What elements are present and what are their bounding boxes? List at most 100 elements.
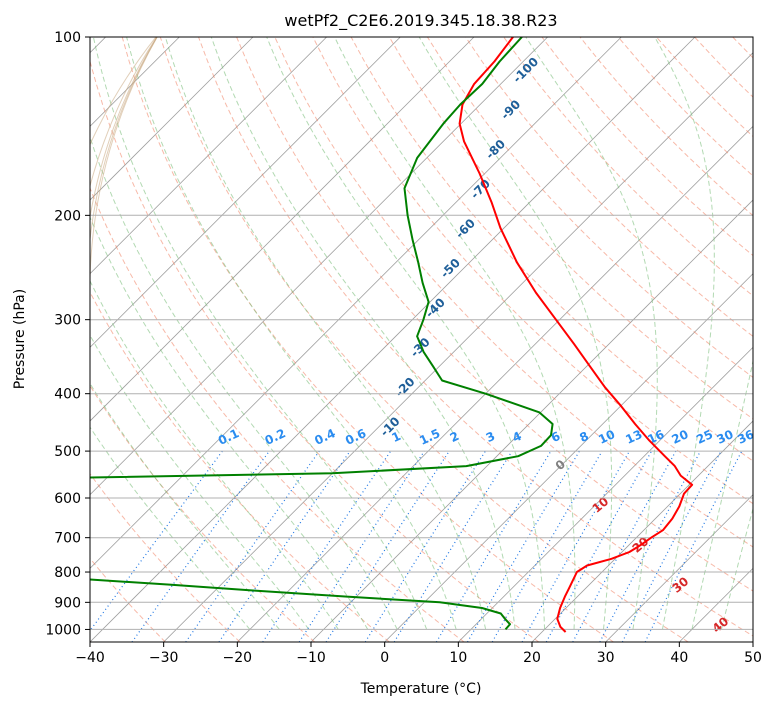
dry-adiabat-line: [656, 37, 753, 138]
isotherm-line: [310, 199, 753, 642]
mixing-ratio-label: 0.1: [216, 426, 241, 448]
isotherm-line: [531, 420, 753, 642]
dry-adiabat-line: [90, 472, 241, 642]
dry-adiabat-label: -100: [510, 55, 541, 86]
y-axis-label: Pressure (hPa): [12, 289, 28, 389]
mixing-ratio-label: 25: [694, 427, 715, 447]
dry-adiabat-label: -80: [483, 137, 508, 162]
temperature-series-line: [458, 37, 694, 633]
x-tick-label: 20: [523, 650, 541, 666]
x-axis-label: Temperature (°C): [360, 681, 482, 697]
mixing-ratio-line: [545, 450, 653, 642]
moist-adiabat-line: [92, 37, 428, 630]
dry-adiabat-line: [159, 37, 689, 642]
moist-adiabat-line: [720, 506, 753, 630]
y-tick-label: 800: [54, 565, 81, 581]
dry-adiabat-line: [198, 37, 753, 637]
mixing-ratio-line: [325, 450, 450, 642]
moist-adiabat-label: 40: [710, 614, 732, 635]
y-tick-label: 200: [54, 208, 81, 224]
mixing-ratio-label: 30: [714, 427, 735, 447]
mixing-ratio-label: 20: [669, 427, 690, 447]
dry-adiabat-line: [503, 37, 753, 297]
moist-adiabat-line: [525, 37, 658, 630]
isotherm-line: [90, 37, 254, 201]
dry-adiabat-line: [350, 37, 753, 462]
x-tick-label: −10: [296, 650, 326, 666]
line-labels: 0.1 0.2 0.4 0.6 1 1.5 2 3 4 6 8 10 13 16 20 25 30 36-100-…: [216, 55, 756, 636]
mixing-ratio-label: 0.6: [343, 426, 368, 448]
mixing-ratio-line: [393, 450, 513, 642]
x-tick-label: −30: [149, 650, 179, 666]
dry-adiabat-line: [771, 37, 775, 642]
dry-adiabat-line: [732, 37, 753, 59]
dewpoint-series-line: [90, 37, 554, 631]
dry-adiabat-line: [90, 557, 166, 642]
isotherm-line: [237, 125, 753, 642]
background-lines: [90, 37, 775, 642]
isotherm-line: [679, 567, 753, 642]
series-group: [90, 37, 694, 633]
mixing-ratio-line: [218, 450, 351, 642]
mixing-ratio-line: [131, 450, 270, 642]
isotherm-line: [605, 494, 753, 642]
x-axis: −40 −30 −20 −10 0 10 20 30 40 50: [75, 642, 762, 666]
mixing-ratio-line: [364, 450, 486, 642]
y-tick-label: 500: [54, 444, 81, 460]
y-tick-label: 300: [54, 313, 81, 329]
isotherm-line: [90, 37, 401, 348]
moist-adiabat-line: [418, 37, 613, 630]
moist-adiabat-line: [126, 37, 457, 630]
dry-adiabat-line: [694, 37, 753, 98]
mixing-ratio-line: [90, 450, 223, 632]
y-tick-label: 1000: [45, 622, 81, 638]
y-tick-label: 100: [54, 30, 81, 46]
x-tick-label: 50: [744, 650, 762, 666]
isotherm-line: [90, 37, 548, 496]
x-tick-label: 0: [380, 650, 389, 666]
y-tick-label: 600: [54, 491, 81, 507]
moist-adiabat-line: [90, 135, 398, 630]
mixing-ratio-line: [262, 450, 392, 642]
dry-adiabat-label: -90: [498, 97, 523, 122]
mixing-ratio-line: [298, 450, 425, 642]
isotherm-line: [163, 52, 753, 642]
moist-adiabat-line: [90, 215, 369, 630]
moist-adiabat-label: 10: [590, 494, 612, 515]
moist-adiabat-line: [334, 37, 576, 630]
mixing-ratio-label: 36: [735, 427, 756, 447]
isotherm-line: [458, 346, 753, 642]
dry-adiabat-line: [388, 37, 753, 420]
x-tick-label: 40: [670, 650, 688, 666]
dry-adiabat-line: [90, 384, 316, 642]
reference-curve: [90, 37, 158, 357]
isotherm-line: [90, 37, 475, 422]
dry-adiabat-line: [541, 37, 753, 257]
mixing-ratio-label: 10: [596, 427, 617, 447]
dry-adiabat-label: -60: [453, 216, 478, 241]
moist-adiabat-label: 30: [670, 574, 692, 595]
dry-adiabat-line: [465, 37, 753, 338]
isotherm-line: [752, 641, 753, 642]
isotherm-line: [90, 37, 696, 642]
moist-adiabat-line: [266, 37, 546, 630]
isotherm-line: [90, 37, 622, 569]
moist-adiabat-line: [90, 426, 251, 630]
y-tick-label: 700: [54, 531, 81, 547]
mixing-ratio-line: [435, 450, 552, 642]
moist-adiabat-line: [90, 334, 310, 630]
x-tick-label: −40: [75, 650, 105, 666]
x-tick-label: 10: [449, 650, 467, 666]
dry-adiabat-label: -20: [392, 375, 417, 400]
chart-title: wetPf2_C2E6.2019.345.18.38.R23: [284, 11, 557, 31]
dry-adiabat-line: [90, 291, 390, 642]
x-tick-label: −20: [223, 650, 253, 666]
mixing-ratio-line: [185, 450, 320, 642]
dry-adiabat-label: -50: [438, 256, 463, 281]
reference-curve: [90, 37, 157, 577]
y-tick-label: 900: [54, 595, 81, 611]
moist-adiabat-line: [210, 37, 516, 630]
y-tick-label: 400: [54, 387, 81, 403]
isotherm-line: [90, 37, 327, 275]
isotherm-line: [384, 273, 753, 642]
